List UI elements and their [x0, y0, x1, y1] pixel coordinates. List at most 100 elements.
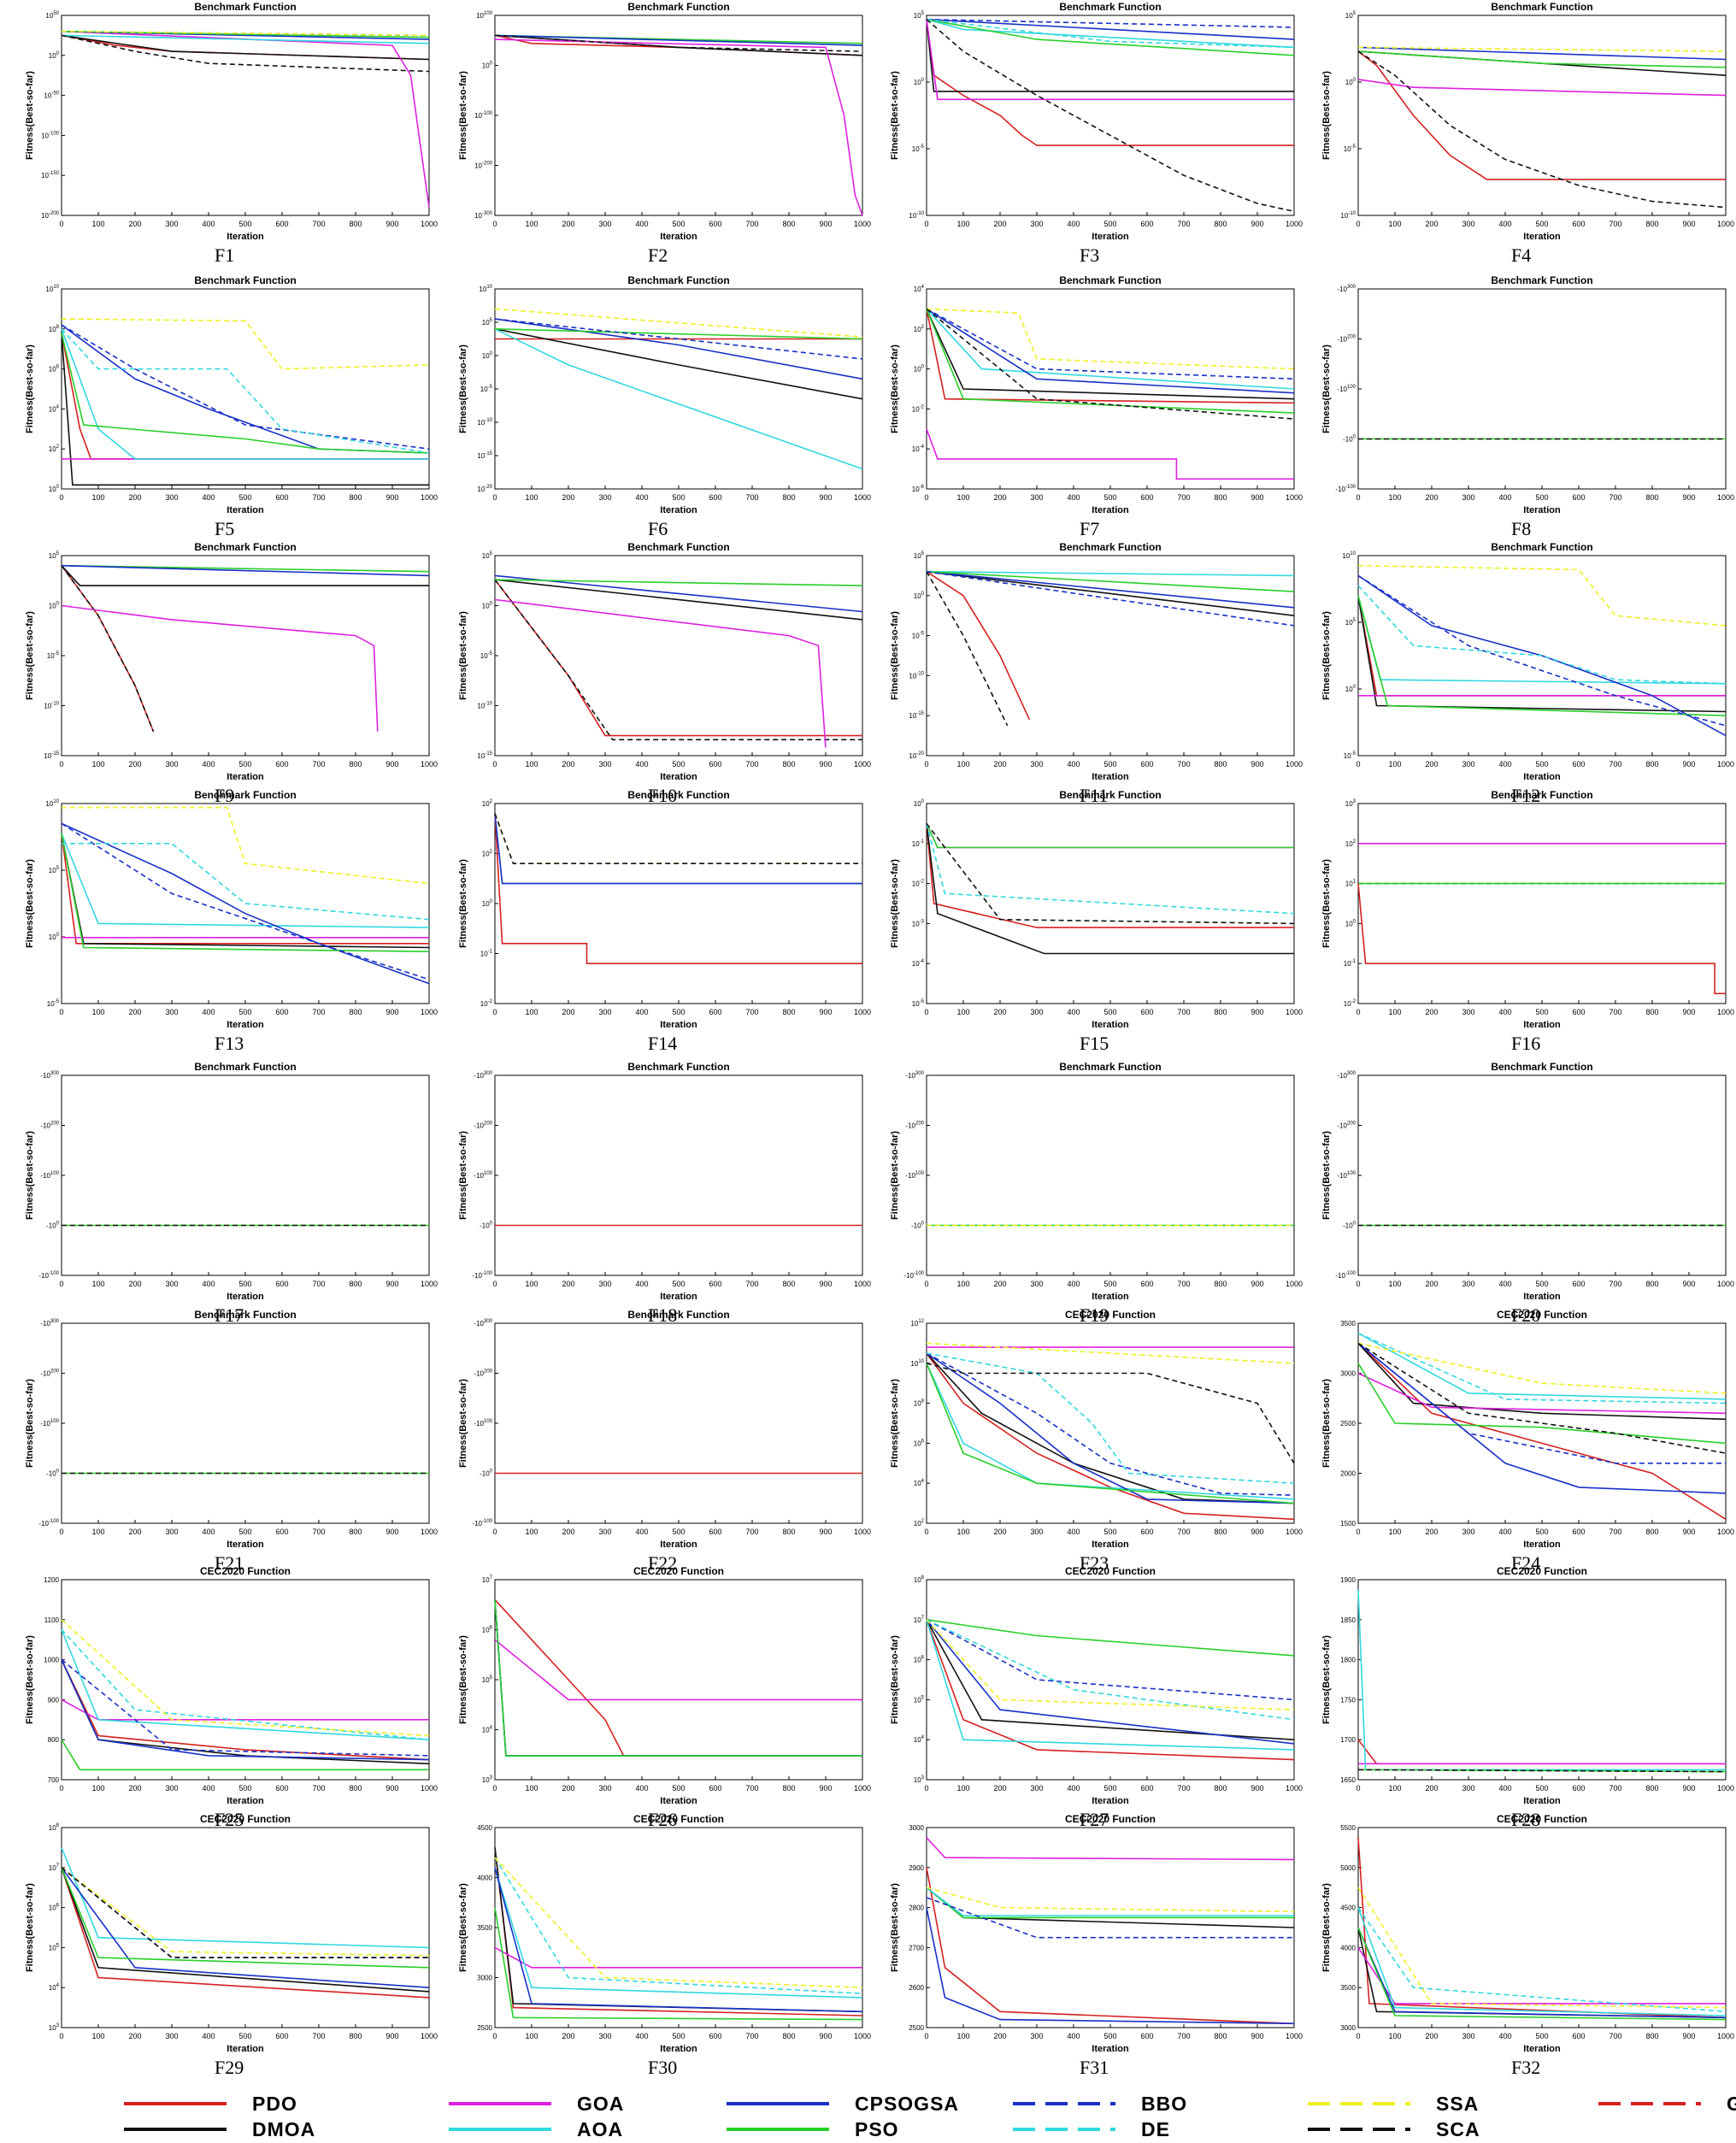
x-tick-label: 600	[275, 220, 288, 228]
x-tick-label: 400	[202, 493, 215, 502]
x-tick-label: 1000	[421, 1784, 438, 1793]
chart-svg: Benchmark Function 0 100 200 300 400 500 600 700…	[890, 789, 1303, 1030]
series-line-cpsogsa	[61, 564, 430, 577]
y-tick-label: 2000	[1340, 1470, 1356, 1478]
y-tick-label: 1900	[1340, 1576, 1356, 1584]
x-tick-label: 100	[525, 220, 538, 228]
x-tick-label: 0	[59, 2032, 63, 2040]
x-tick-label: 700	[1177, 1784, 1190, 1793]
y-tick-label: -100	[911, 1222, 925, 1230]
x-tick-label: 600	[1140, 1280, 1153, 1288]
y-tick-label: 104	[914, 285, 925, 293]
x-tick-label: 700	[1609, 1784, 1621, 1793]
x-tick-label: 600	[275, 1784, 288, 1793]
x-tick-label: 900	[1251, 1008, 1263, 1016]
x-tick-label: 500	[238, 220, 251, 228]
y-tick-label: 1010	[45, 285, 59, 293]
x-tick-label: 300	[1462, 220, 1474, 228]
series-line-sca	[926, 308, 1295, 420]
x-tick-label: 300	[165, 1280, 178, 1288]
chart-title: CEC2020 Function	[200, 1565, 291, 1577]
x-tick-label: 800	[1645, 220, 1658, 228]
series-line-pso	[926, 309, 1295, 414]
series-line-ssa	[926, 1342, 1295, 1364]
plot-area	[494, 555, 863, 757]
x-tick-label: 600	[1572, 1280, 1585, 1288]
chart-panel-f13: Benchmark Function 0 100 200 300 400 500 600 700…	[17, 788, 438, 1045]
series-line-pdo	[1357, 883, 1726, 995]
series-line-de	[62, 843, 430, 921]
x-tick-label: 0	[492, 1784, 497, 1793]
y-tick-label: 1010	[910, 1359, 924, 1368]
x-tick-label: 800	[1214, 1528, 1227, 1536]
x-tick-label: 100	[956, 1008, 969, 1016]
legend-label: BBO	[1141, 2093, 1188, 2115]
x-tick-label: 700	[312, 493, 325, 502]
y-tick-label: 102	[1345, 839, 1356, 848]
x-tick-label: 900	[819, 493, 832, 502]
y-tick-label: 105	[49, 551, 60, 560]
x-tick-label: 400	[1498, 220, 1511, 228]
y-tick-label: 107	[914, 1616, 925, 1624]
plot-area	[926, 555, 1295, 757]
figure-label: F19	[1080, 1304, 1109, 1326]
x-tick-label: 700	[1177, 760, 1190, 768]
series-line-bbo	[1357, 574, 1727, 727]
x-tick-label: 400	[1067, 1784, 1080, 1793]
x-tick-label: 900	[819, 760, 832, 768]
chart-title: Benchmark Function	[194, 1061, 296, 1073]
y-tick-label: 10-20	[909, 751, 924, 760]
series-line-cpsogsa	[926, 18, 1295, 40]
x-tick-label: 800	[782, 220, 795, 228]
y-tick-label: -100	[480, 1222, 493, 1230]
chart-panel-f1: Benchmark Function 0 100 200 300 400 500 600 700…	[17, 0, 438, 256]
y-tick-label: 1100	[44, 1616, 60, 1624]
figure-label: F22	[648, 1552, 678, 1574]
x-tick-label: 500	[1535, 2032, 1548, 2040]
x-tick-label: 700	[1177, 2032, 1190, 2040]
y-tick-label: 105	[914, 1695, 925, 1704]
x-tick-label: 100	[525, 1528, 538, 1536]
x-tick-label: 600	[709, 493, 721, 502]
chart-panel-f28: CEC2020 Function 0 100 200 300 400 500 600 700 80…	[1314, 1564, 1734, 1821]
x-tick-label: 800	[1214, 1280, 1227, 1288]
x-tick-label: 100	[91, 2032, 104, 2040]
x-tick-label: 100	[1388, 760, 1401, 768]
chart-title: Benchmark Function	[194, 1, 296, 13]
y-tick-label: 10-100	[41, 131, 60, 139]
x-tick-label: 100	[1388, 493, 1401, 502]
y-axis-label: Fitness(Best-so-far)	[25, 859, 35, 948]
chart-panel-f25: CEC2020 Function 0 100 200 300 400 500 600 700 80…	[17, 1564, 438, 1821]
x-tick-label: 800	[1214, 493, 1227, 502]
series-line-pso	[926, 823, 1294, 849]
x-tick-label: 900	[1251, 1528, 1263, 1536]
y-tick-label: -10100	[40, 1419, 59, 1428]
x-tick-label: 500	[1535, 1280, 1548, 1288]
y-tick-label: 10-5	[1344, 751, 1356, 760]
x-tick-label: 700	[312, 1528, 325, 1536]
series-line-goa	[61, 604, 379, 732]
x-tick-label: 700	[1609, 760, 1621, 768]
y-tick-label: 10-150	[41, 171, 60, 180]
x-tick-label: 300	[598, 1784, 611, 1793]
series-line-de	[61, 328, 430, 454]
series-line-ssa	[1357, 564, 1727, 627]
chart-svg: Benchmark Function 0 100 200 300 400 500 600 700…	[1321, 541, 1734, 782]
x-tick-label: 800	[1645, 1280, 1658, 1288]
series-line-pso	[926, 18, 1295, 56]
series-line-aoa	[926, 1363, 1295, 1500]
x-axis-label: Iteration	[660, 232, 697, 242]
x-tick-label: 800	[1645, 493, 1658, 502]
chart-panel-f9: Benchmark Function 0 100 200 300 400 500 600 700…	[17, 540, 438, 797]
x-tick-label: 200	[562, 1280, 574, 1288]
figure-label: F29	[215, 2057, 244, 2078]
chart-svg: CEC2020 Function 0 100 200 300 400 500 600 700 80…	[25, 1813, 438, 2054]
legend-label: PSO	[855, 2118, 899, 2140]
x-tick-label: 400	[1498, 2032, 1511, 2040]
chart-panel-f19: Benchmark Function 0 100 200 300 400 500 600 700…	[882, 1060, 1303, 1316]
series-line-de	[494, 1857, 863, 1994]
x-tick-label: 0	[492, 1008, 497, 1016]
y-tick-label: 102	[914, 1519, 925, 1528]
y-tick-label: -10300	[40, 1071, 59, 1080]
x-tick-label: 300	[598, 1008, 611, 1016]
